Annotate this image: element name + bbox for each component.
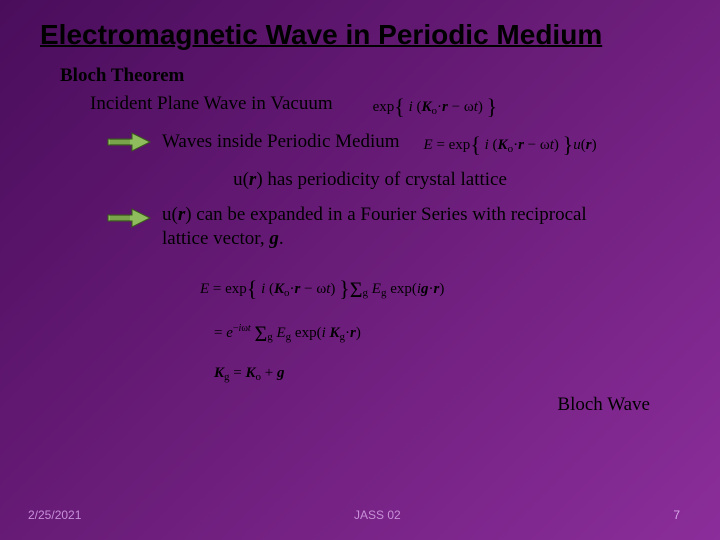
footer-center: JASS 02	[354, 508, 401, 522]
arrow-icon	[106, 131, 152, 153]
eq-line-1: E = exp{ i (Ko·r − ωt) }Σg Eg exp(ig·r)	[200, 264, 680, 308]
eq-line-2: = e−iωt Σg Eg exp(i Kg·r)	[200, 308, 680, 352]
footer-date: 2/25/2021	[28, 508, 81, 522]
bloch-wave-label: Bloch Wave	[557, 394, 650, 416]
periodicity-note: u(r) has periodicity of crystal lattice	[60, 169, 680, 191]
arrow-icon	[106, 207, 152, 229]
page-number: 7	[673, 508, 680, 522]
incident-wave-label: Incident Plane Wave in Vacuum	[60, 93, 333, 115]
eq-incident: exp{ i (Ko·r − ωt) }	[373, 91, 498, 117]
page-title: Electromagnetic Wave in Periodic Medium	[40, 20, 680, 51]
subheading-bloch: Bloch Theorem	[60, 65, 680, 87]
waves-inside-label: Waves inside Periodic Medium	[162, 131, 400, 153]
eq-line-3: Kg = Ko + g	[200, 358, 680, 388]
eq-block: E = exp{ i (Ko·r − ωt) }Σg Eg exp(ig·r) …	[60, 264, 680, 388]
eq-inside: E = exp{ i (Ko·r − ωt) }u(r)	[424, 129, 597, 155]
fourier-note: u(r) can be expanded in a Fourier Series…	[162, 203, 612, 252]
